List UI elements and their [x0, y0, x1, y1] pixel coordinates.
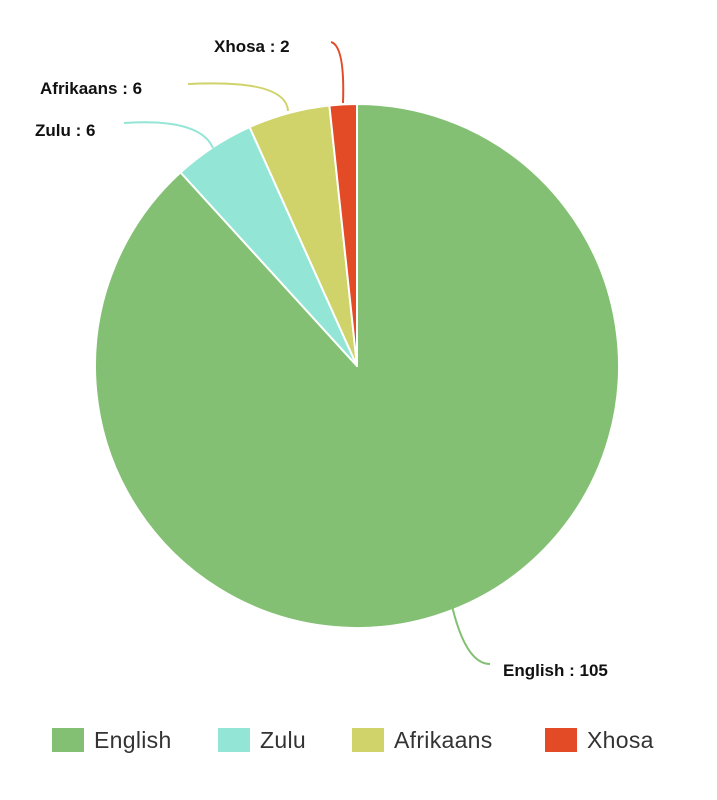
leader-line-afrikaans — [187, 82, 289, 112]
legend-label-english: English — [94, 726, 172, 753]
legend-label-xhosa: Xhosa — [587, 726, 654, 753]
data-label-xhosa: Xhosa : 2 — [214, 37, 290, 56]
legend-swatch-afrikaans — [352, 728, 384, 752]
legend-item-xhosa[interactable]: Xhosa — [545, 722, 654, 758]
legend-swatch-zulu — [218, 728, 250, 752]
legend-label-zulu: Zulu — [260, 726, 306, 753]
legend-swatch-xhosa — [545, 728, 577, 752]
legend-swatch-english — [52, 728, 84, 752]
pie-leader-lines — [123, 41, 491, 665]
legend-item-zulu[interactable]: Zulu — [218, 722, 306, 758]
pie-slices — [94, 103, 620, 629]
chart-legend: English Zulu Afrikaans Xhosa — [0, 722, 717, 758]
pie-data-labels: English : 105 Zulu : 6 Afrikaans : 6 Xho… — [35, 37, 608, 680]
pie-slice-xhosa[interactable] — [328, 103, 358, 367]
leader-line-zulu — [123, 121, 214, 149]
leader-line-english — [451, 605, 491, 665]
data-label-afrikaans: Afrikaans : 6 — [40, 79, 142, 98]
data-label-english: English : 105 — [503, 661, 608, 680]
data-label-zulu: Zulu : 6 — [35, 121, 95, 140]
legend-item-afrikaans[interactable]: Afrikaans — [352, 722, 493, 758]
legend-item-english[interactable]: English — [52, 722, 172, 758]
leader-line-xhosa — [330, 41, 345, 104]
legend-label-afrikaans: Afrikaans — [394, 726, 493, 753]
